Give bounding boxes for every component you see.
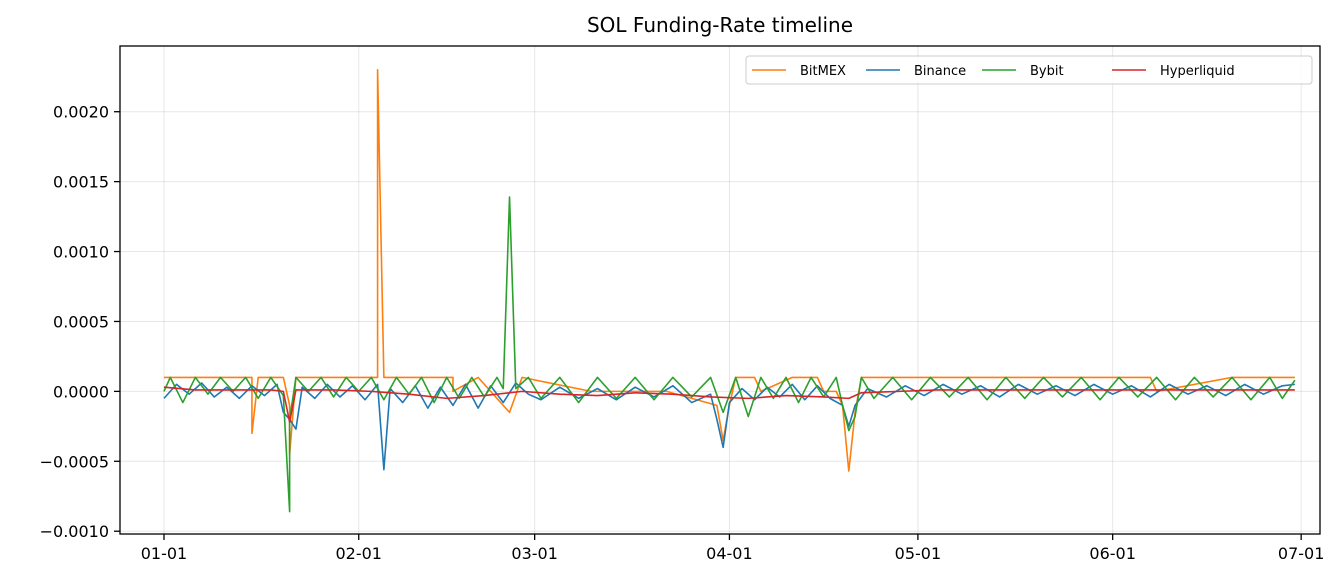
x-tick-label: 02-01 [335,544,382,563]
legend-box [745,55,1313,85]
series-line-binance [163,382,1295,471]
y-tick-label: −0.0005 [40,452,109,471]
series-lines [163,68,1296,513]
y-axis-ticks: −0.0010 −0.0005 0.0000 0.0005 0.0010 0.0015 0.… [40,103,120,541]
x-tick-label: 03-01 [511,544,558,563]
legend-label-bybit: Bybit [1030,64,1064,79]
y-tick-label: 0.0015 [53,173,109,192]
y-tick-label: −0.0010 [40,522,109,541]
chart-title: SOL Funding-Rate timeline [587,13,853,37]
x-tick-label: 01-01 [141,544,188,563]
plot-frame [119,45,1321,535]
series-line-hyperliquid [163,386,1295,423]
x-tick-label: 07-01 [1278,544,1325,563]
legend-label-binance: Binance [914,64,966,79]
x-axis-ticks: 01-01 02-01 03-01 04-01 05-01 06-01 07-01 [141,534,1325,563]
y-tick-label: 0.0010 [53,243,109,262]
x-tick-label: 06-01 [1089,544,1136,563]
x-tick-label: 04-01 [706,544,753,563]
legend-label-hyperliquid: Hyperliquid [1160,64,1235,79]
legend: BitMEX Binance Bybit Hyperliquid [745,55,1313,85]
y-tick-label: 0.0005 [53,312,109,331]
y-tick-label: 0.0000 [53,382,109,401]
legend-label-bitmex: BitMEX [800,64,846,79]
x-tick-label: 05-01 [895,544,942,563]
series-line-bybit [163,196,1296,513]
y-tick-label: 0.0020 [53,103,109,122]
